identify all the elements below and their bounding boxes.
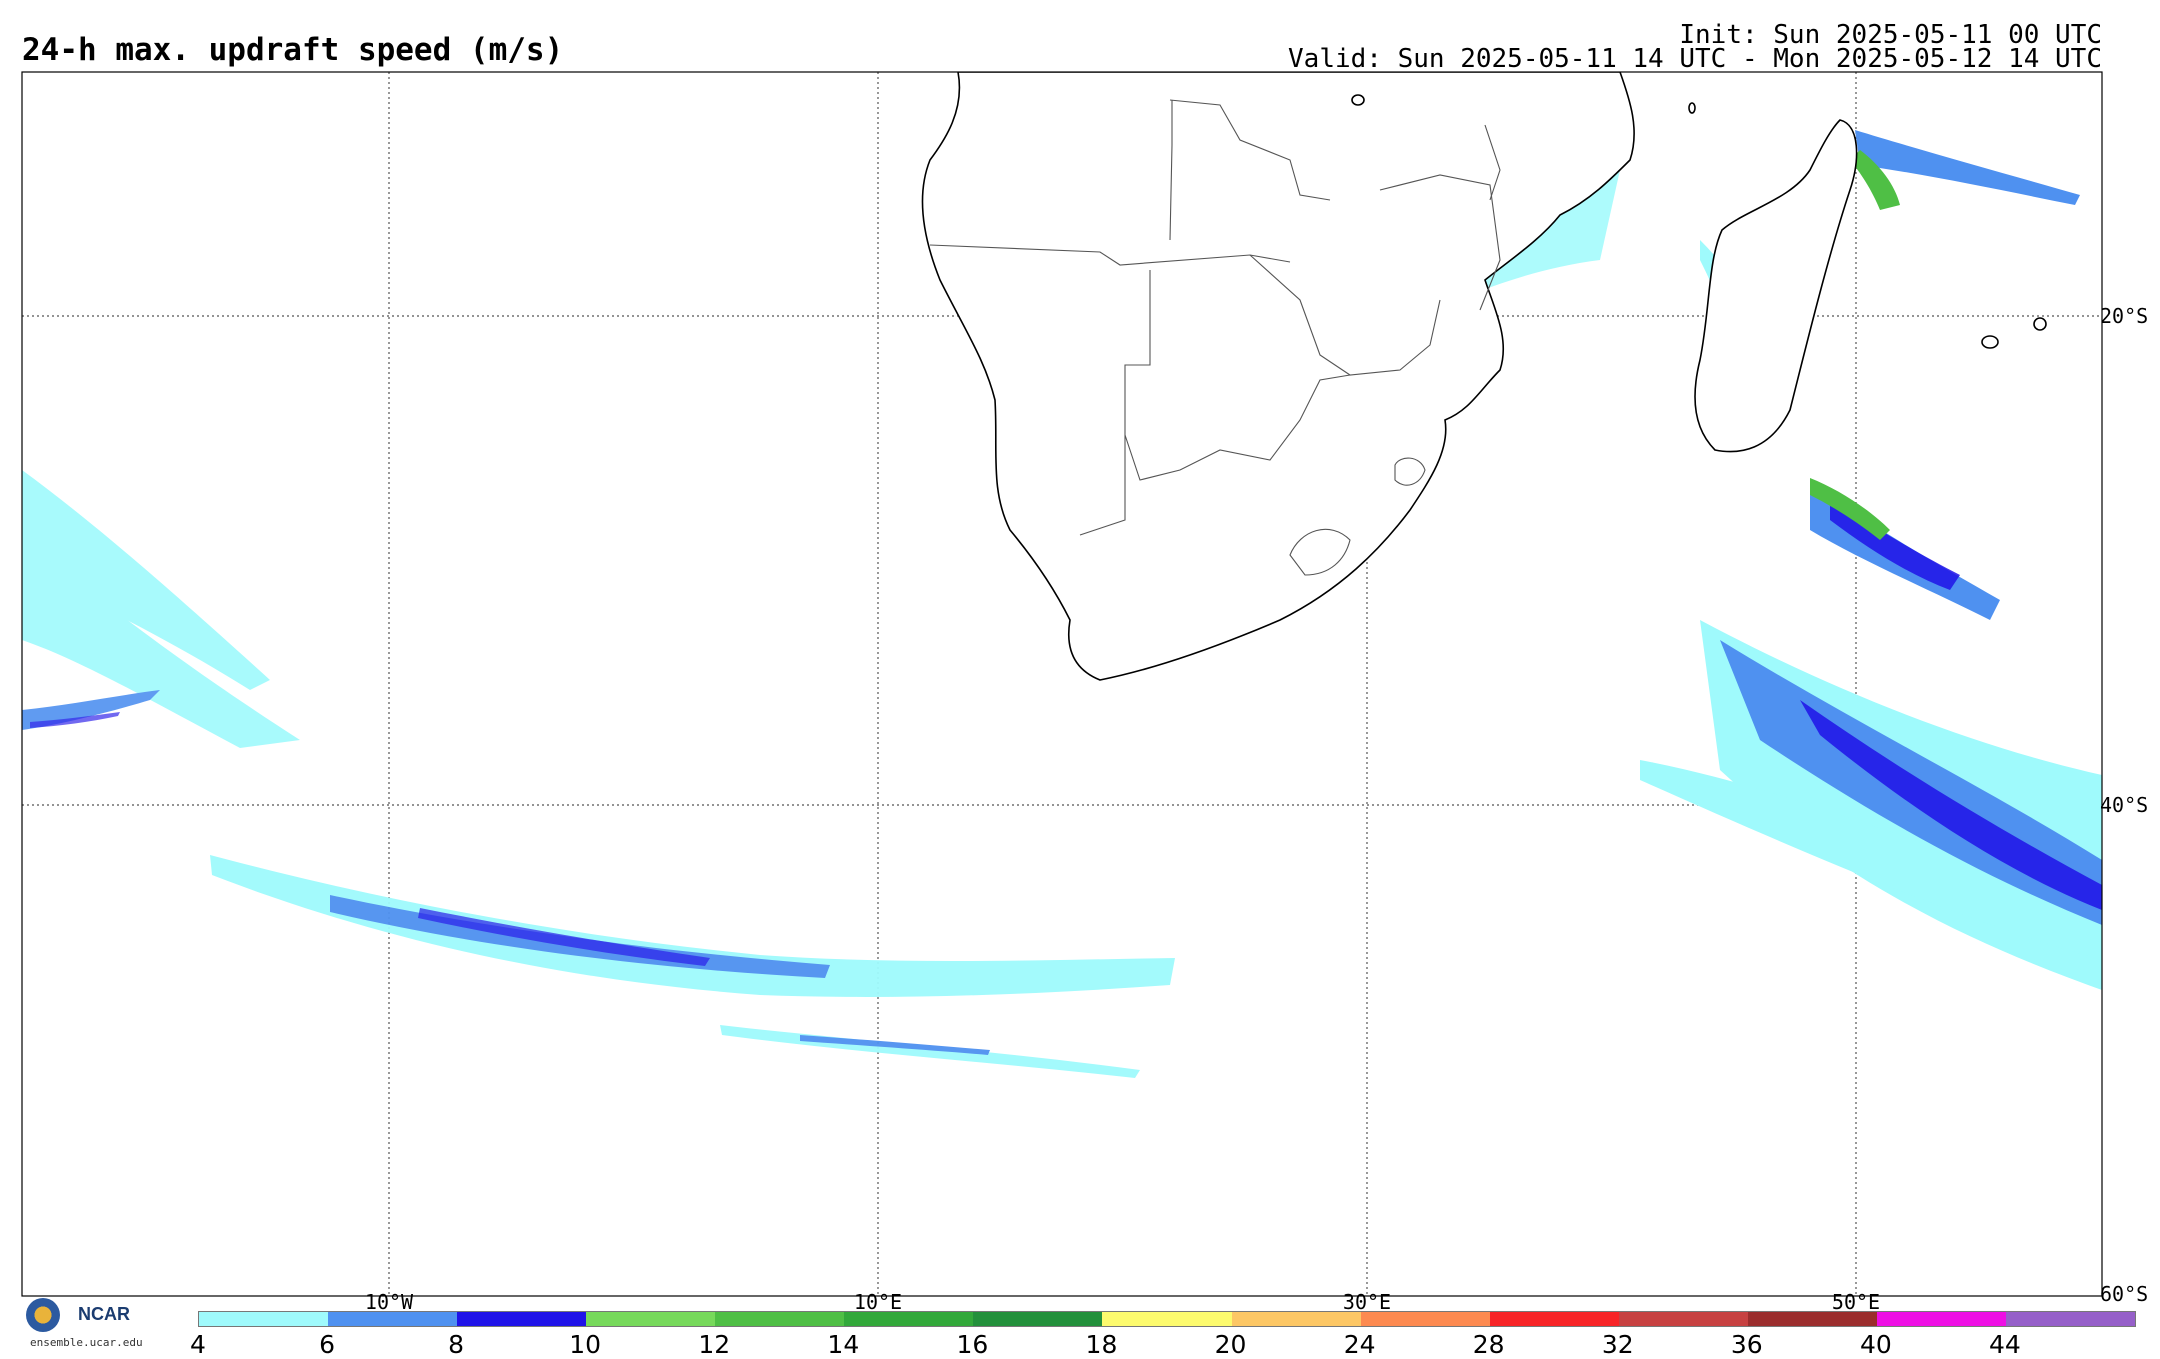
nsf-logo-icon	[26, 1298, 60, 1332]
colorbar-tick-label: 6	[319, 1330, 336, 1359]
colorbar-swatch	[1618, 1312, 1748, 1326]
country-borders	[929, 99, 1501, 576]
colorbar-swatch	[715, 1312, 845, 1326]
lon-label-10w: 10°W	[364, 1290, 414, 1314]
valid-time: Valid: Sun 2025-05-11 14 UTC - Mon 2025-…	[1288, 44, 2102, 74]
colorbar-tick-label: 20	[1214, 1330, 1247, 1359]
colorbar-swatch	[973, 1312, 1103, 1326]
colorbar-swatch	[328, 1312, 458, 1326]
colorbar-tick-label: 8	[448, 1330, 465, 1359]
colorbar-tick-label: 10	[569, 1330, 602, 1359]
colorbar-tick-label: 12	[698, 1330, 731, 1359]
colorbar-swatch	[1102, 1312, 1232, 1326]
colorbar-swatch	[1360, 1312, 1490, 1326]
lat-label-20s: 20°S	[2100, 304, 2149, 328]
lon-label-10e: 10°E	[853, 1290, 903, 1314]
colorbar-tick-label: 44	[1989, 1330, 2021, 1359]
updraft-field-west	[22, 470, 300, 748]
colorbar-swatch	[2005, 1312, 2135, 1326]
colorbar-tick-label: 40	[1859, 1330, 1892, 1359]
lat-label-60s: 60°S	[2100, 1282, 2149, 1306]
colorbar-tick-label: 32	[1601, 1330, 1634, 1359]
lat-label-40s: 40°S	[2100, 793, 2149, 817]
colorbar	[198, 1311, 2136, 1327]
colorbar-swatch	[1489, 1312, 1619, 1326]
colorbar-swatch	[457, 1312, 587, 1326]
init-time: Init: Sun 2025-05-11 00 UTC	[1679, 20, 2102, 50]
map-title: 24-h max. updraft speed (m/s)	[22, 32, 564, 68]
lon-label-30e: 30°E	[1342, 1290, 1392, 1314]
colorbar-swatch	[844, 1312, 974, 1326]
colorbar-tick-label: 16	[956, 1330, 989, 1359]
colorbar-swatch	[1876, 1312, 2006, 1326]
colorbar-tick-label: 36	[1730, 1330, 1763, 1359]
ncar-logo: NCAR	[78, 1304, 130, 1324]
colorbar-tick-label: 18	[1085, 1330, 1118, 1359]
colorbar-swatch	[586, 1312, 716, 1326]
colorbar-swatch	[1747, 1312, 1877, 1326]
colorbar-swatch	[199, 1312, 329, 1326]
updraft-field-southwest	[210, 855, 1175, 1078]
colorbar-tick-label: 24	[1343, 1330, 1376, 1359]
colorbar-tick-label: 28	[1472, 1330, 1505, 1359]
colorbar-tick-label: 4	[190, 1330, 206, 1359]
colorbar-tick-label: 14	[827, 1330, 860, 1359]
lon-label-50e: 50°E	[1831, 1290, 1881, 1314]
colorbar-swatch	[1231, 1312, 1361, 1326]
ensemble-url: ensemble.ucar.edu	[30, 1336, 143, 1349]
